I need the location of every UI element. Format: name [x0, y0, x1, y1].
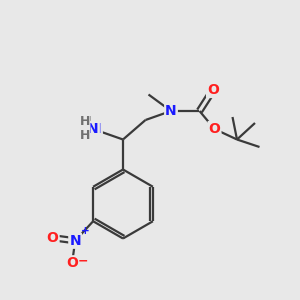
Text: H: H: [80, 115, 90, 128]
Text: O: O: [66, 256, 78, 270]
Text: N: N: [69, 234, 81, 248]
Text: H: H: [80, 128, 90, 142]
Text: O: O: [208, 122, 220, 136]
Text: H: H: [80, 115, 92, 128]
Text: −: −: [78, 255, 88, 268]
Text: O: O: [47, 231, 58, 245]
Text: N: N: [165, 104, 177, 118]
Text: +: +: [81, 226, 90, 236]
Text: N: N: [87, 122, 99, 136]
Text: O: O: [207, 83, 219, 97]
Text: N: N: [90, 122, 102, 136]
